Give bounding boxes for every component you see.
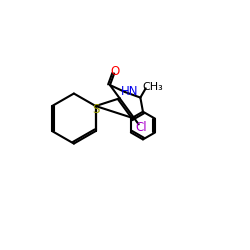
Text: CH₃: CH₃ bbox=[142, 82, 163, 92]
Text: S: S bbox=[92, 103, 100, 116]
Text: Cl: Cl bbox=[135, 120, 146, 134]
Text: HN: HN bbox=[120, 86, 138, 98]
Text: O: O bbox=[110, 65, 120, 78]
